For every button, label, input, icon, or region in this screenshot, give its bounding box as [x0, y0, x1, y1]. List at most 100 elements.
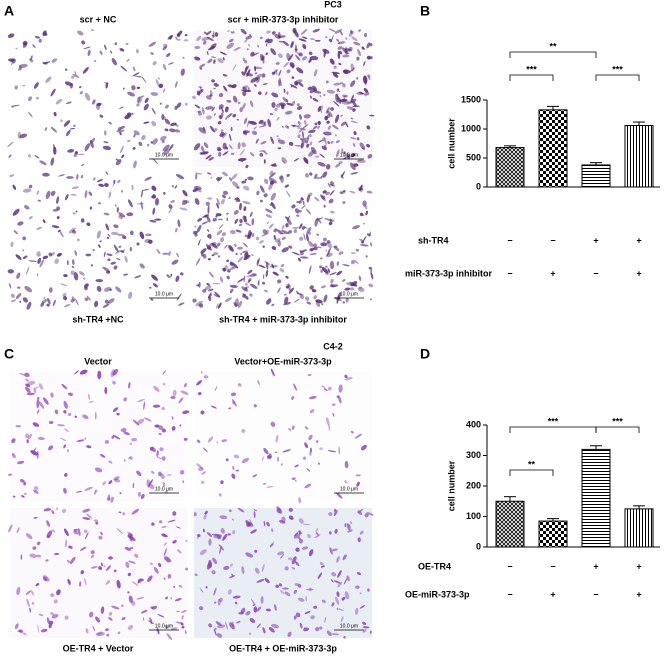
- cell: [344, 460, 349, 469]
- cell: [298, 518, 304, 524]
- cell: [198, 606, 204, 611]
- cell: [175, 36, 178, 40]
- cell: [88, 401, 94, 403]
- cell: [108, 480, 113, 485]
- cell: [228, 196, 231, 200]
- y-tick-label: 0: [476, 541, 481, 551]
- cell: [237, 101, 241, 105]
- cell: [345, 37, 348, 40]
- cell: [301, 226, 306, 230]
- cell: [306, 194, 310, 203]
- condition-label: miR-373-3p inhibitor: [405, 268, 493, 278]
- cell: [207, 205, 210, 215]
- cell: [268, 223, 274, 229]
- condition-sign: +: [550, 589, 555, 599]
- cell: [344, 523, 347, 528]
- cell: [70, 270, 75, 275]
- cell: [69, 127, 76, 130]
- cell: [214, 629, 217, 636]
- cell: [65, 539, 68, 548]
- cell: [140, 201, 144, 210]
- cell: [323, 204, 326, 208]
- cell: [231, 573, 234, 577]
- cell: [229, 230, 236, 235]
- cell: [299, 236, 304, 241]
- scale-label: 10.0 μm: [155, 291, 173, 297]
- cell: [11, 452, 16, 459]
- cell: [38, 38, 42, 43]
- cell: [36, 399, 40, 409]
- cell: [288, 141, 294, 146]
- cell: [116, 233, 125, 237]
- cell: [352, 225, 361, 230]
- cell: [298, 537, 301, 541]
- cell: [306, 159, 309, 165]
- cell: [105, 82, 109, 89]
- cell: [265, 42, 268, 47]
- cell: [333, 65, 337, 69]
- cell: [367, 153, 373, 159]
- cell: [277, 147, 282, 150]
- cell: [149, 286, 152, 289]
- cell: [302, 131, 304, 139]
- cell: [312, 97, 319, 102]
- y-tick-label: 200: [466, 480, 481, 490]
- cell: [333, 508, 336, 512]
- cell: [137, 398, 146, 403]
- cell: [307, 373, 312, 377]
- cell: [95, 521, 99, 525]
- cell: [342, 83, 346, 88]
- cell: [241, 142, 246, 148]
- cell: [362, 200, 367, 207]
- cell: [207, 258, 212, 261]
- cell: [171, 416, 174, 420]
- cell: [326, 630, 332, 637]
- cell: [352, 105, 360, 108]
- cell: [256, 579, 265, 583]
- cell: [309, 88, 316, 94]
- cell: [287, 230, 293, 234]
- cell: [286, 91, 289, 95]
- cell: [229, 266, 237, 270]
- cell: [206, 216, 211, 223]
- cell: [43, 397, 49, 405]
- cell: [76, 439, 85, 442]
- condition-sign: −: [507, 589, 512, 599]
- error-bar: [547, 518, 559, 522]
- cell: [91, 29, 94, 31]
- cell: [226, 275, 230, 280]
- cell: [184, 382, 187, 388]
- cell: [14, 623, 19, 630]
- cell: [46, 617, 50, 625]
- cell: [257, 379, 260, 386]
- cell: [75, 210, 78, 213]
- cell: [110, 231, 119, 236]
- cell: [176, 33, 181, 38]
- cell: [254, 66, 263, 70]
- cell: [336, 556, 340, 563]
- cell: [76, 173, 79, 180]
- cell: [222, 533, 228, 541]
- cell: [299, 223, 303, 229]
- cell: [368, 266, 372, 270]
- cell: [272, 271, 279, 276]
- cell: [265, 608, 271, 612]
- cell: [357, 49, 362, 57]
- cell: [247, 279, 251, 284]
- cell: [213, 627, 217, 631]
- cell: [53, 111, 57, 117]
- cell: [33, 486, 39, 491]
- cell: [128, 595, 133, 603]
- cell: [81, 40, 86, 45]
- cell: [356, 77, 359, 80]
- bar: [538, 109, 568, 188]
- cell: [325, 80, 329, 84]
- cell: [62, 508, 66, 513]
- cell: [316, 217, 322, 224]
- micrograph: 10.0 μm: [8, 368, 190, 503]
- cell: [132, 419, 140, 426]
- cell: [230, 173, 238, 181]
- cell: [309, 95, 313, 99]
- cell: [328, 512, 333, 516]
- cell: [158, 83, 164, 89]
